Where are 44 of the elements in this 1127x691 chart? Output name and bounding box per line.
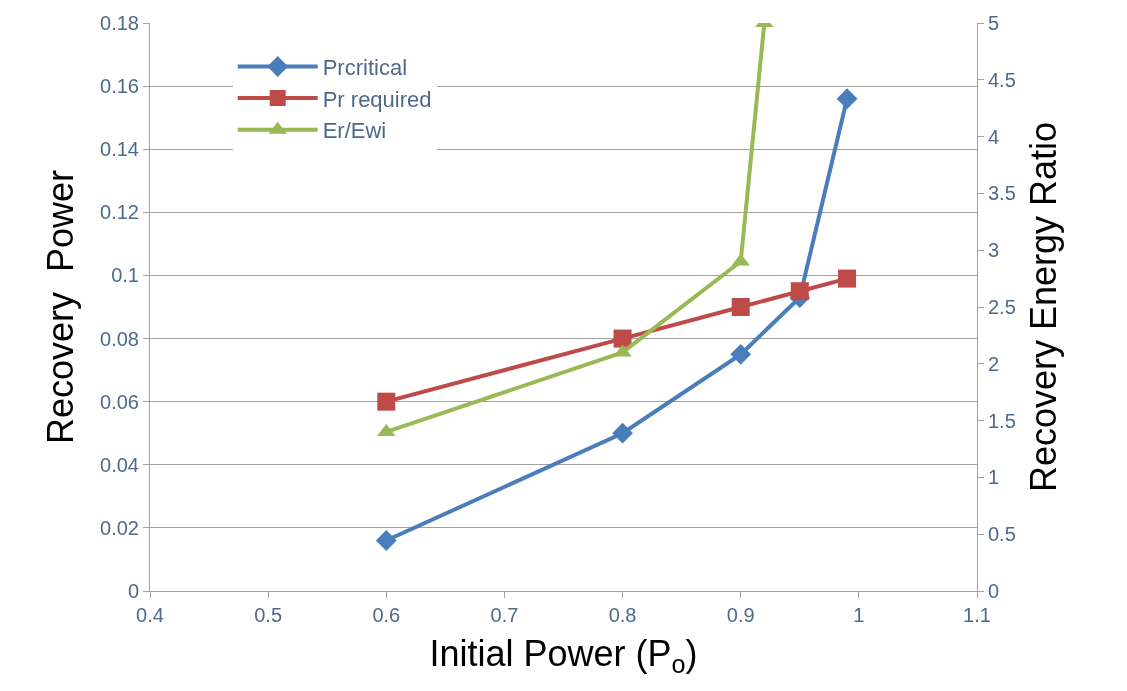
y2-tick-label: 2 [988, 352, 1000, 375]
y-tick-label: 0.14 [100, 138, 139, 161]
x-tick-label: 0.4 [136, 604, 164, 626]
y2-axis-title: Recovery Energy Ratio [1022, 121, 1064, 493]
x-tick-label: 0.5 [254, 604, 283, 626]
point [730, 343, 752, 365]
x-axis-title: Initial Power (P$_{o}$) [429, 632, 698, 679]
point [836, 88, 858, 110]
x-tick-label: 1 [853, 604, 865, 626]
point [377, 392, 396, 411]
point [612, 422, 633, 444]
x-tick-label: 0.6 [372, 604, 401, 626]
y-tick-label: 0 [127, 580, 139, 602]
y2-tick-label: 3.5 [988, 182, 1016, 205]
x-tick-label: 1.1 [963, 604, 991, 626]
y-tick-label: 0.08 [100, 327, 139, 350]
y2-tick-label: 1 [988, 466, 1000, 489]
point [790, 282, 809, 301]
y2-tick-label: 0.5 [988, 523, 1016, 546]
point [838, 269, 857, 288]
point [375, 530, 397, 551]
x-tick-label: 0.7 [490, 604, 519, 626]
y2-tick-label: 4.5 [988, 68, 1016, 91]
y2-tick-label: 3 [988, 239, 1000, 262]
y-tick-label: 0.02 [100, 516, 139, 539]
y-tick-label: 0.04 [100, 453, 139, 476]
point [613, 329, 632, 348]
legend-label: Prcritical [322, 55, 408, 81]
y2-tick-label: 1.5 [988, 409, 1016, 432]
x-tick-label: 0.8 [608, 604, 637, 626]
y2-tick-label: 5 [988, 12, 1000, 34]
legend-label: Er/Ewi [322, 118, 387, 144]
y-tick-label: 0.16 [100, 75, 139, 98]
y-tick-label: 0.12 [100, 201, 139, 224]
y-tick-label: 0.06 [100, 390, 139, 413]
y2-tick-label: 0 [988, 580, 1000, 602]
legend-label: Pr required [322, 86, 432, 112]
y-axis-title: Recovery Power [39, 169, 81, 445]
y-tick-label: 0.18 [100, 12, 139, 34]
point [731, 298, 750, 316]
x-tick-label: 0.9 [726, 604, 755, 626]
y2-tick-label: 2.5 [988, 296, 1016, 318]
y-tick-label: 0.1 [111, 264, 139, 287]
y2-tick-label: 4 [988, 125, 1000, 148]
